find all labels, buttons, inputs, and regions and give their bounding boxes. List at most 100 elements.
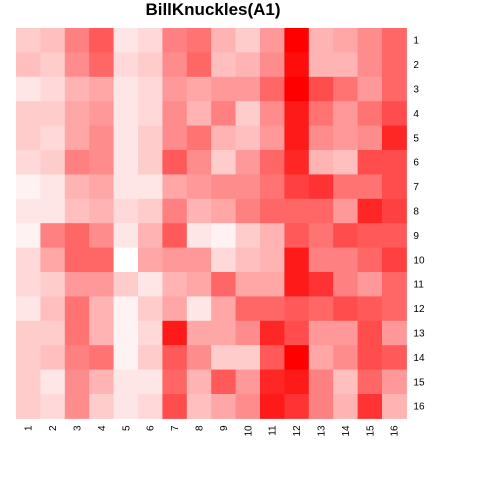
heatmap-cell: [138, 369, 163, 395]
heatmap-cell: [357, 320, 383, 346]
heatmap-cell: [64, 296, 90, 322]
heatmap-cell: [16, 52, 41, 78]
heatmap-cell: [89, 345, 115, 371]
heatmap-cell: [308, 369, 334, 395]
heatmap-cell: [40, 28, 66, 53]
heatmap-cell: [138, 223, 163, 249]
heatmap-cell: [284, 320, 310, 346]
heatmap-cell: [333, 52, 359, 78]
heatmap-cell: [16, 28, 41, 53]
heatmap-cell: [382, 198, 407, 224]
row-tick-label: 4: [413, 109, 419, 120]
heatmap-cell: [382, 320, 407, 346]
heatmap-cell: [89, 247, 115, 273]
column-tick-label: 10: [243, 425, 254, 437]
heatmap-cell: [235, 125, 261, 151]
row-tick-label: 10: [413, 255, 425, 266]
heatmap-cell: [138, 125, 163, 151]
heatmap-cell: [333, 198, 359, 224]
heatmap-cell: [357, 101, 383, 127]
heatmap-cell: [89, 125, 115, 151]
heatmap-cell: [40, 76, 66, 102]
heatmap-cell: [235, 223, 261, 249]
heatmap-cell: [162, 76, 188, 102]
heatmap-cell: [211, 28, 237, 53]
column-tick-label: 14: [341, 425, 352, 437]
heatmap-cell: [333, 345, 359, 371]
heatmap-cell: [186, 76, 212, 102]
heatmap-cell: [16, 394, 41, 419]
column-tick-label: 2: [48, 425, 59, 431]
heatmap-cell: [113, 320, 139, 346]
heatmap-cell: [113, 125, 139, 151]
heatmap-cell: [138, 101, 163, 127]
heatmap-cell: [357, 369, 383, 395]
heatmap-cell: [382, 125, 407, 151]
heatmap-cell: [308, 52, 334, 78]
heatmap-cell: [186, 296, 212, 322]
column-tick-label: 4: [97, 425, 108, 431]
row-tick-label: 15: [413, 377, 425, 388]
heatmap-cell: [89, 369, 115, 395]
heatmap-cell: [89, 101, 115, 127]
heatmap-cell: [40, 296, 66, 322]
heatmap-cell: [138, 52, 163, 78]
heatmap-cell: [64, 247, 90, 273]
heatmap-cell: [260, 76, 285, 102]
heatmap-cell: [333, 223, 359, 249]
heatmap-cell: [308, 320, 334, 346]
heatmap-cell: [113, 76, 139, 102]
heatmap-cell: [357, 198, 383, 224]
heatmap-cell: [186, 394, 212, 419]
heatmap-cell: [235, 296, 261, 322]
heatmap-cell: [64, 150, 90, 175]
heatmap-cell: [333, 247, 359, 273]
heatmap-cell: [162, 150, 188, 175]
heatmap-cell: [260, 198, 285, 224]
heatmap-cell: [235, 174, 261, 200]
heatmap-cell: [113, 28, 139, 53]
heatmap-cell: [64, 320, 90, 346]
heatmap-cell: [308, 76, 334, 102]
heatmap-cell: [162, 101, 188, 127]
heatmap-cell: [211, 345, 237, 371]
heatmap-cell: [64, 198, 90, 224]
heatmap-cell: [235, 198, 261, 224]
column-tick-label: 12: [292, 425, 303, 437]
heatmap-cell: [357, 150, 383, 175]
heatmap-cell: [308, 125, 334, 151]
heatmap-cell: [40, 52, 66, 78]
heatmap-cell: [382, 296, 407, 322]
heatmap-cell: [64, 345, 90, 371]
heatmap-cell: [357, 296, 383, 322]
heatmap-cell: [333, 174, 359, 200]
heatmap-cell: [235, 369, 261, 395]
heatmap-cell: [186, 247, 212, 273]
column-tick-labels: 1 2 3 4 5 6 7 8 9 10 11 12 13 14 15 16: [24, 425, 401, 437]
heatmap-cell: [89, 296, 115, 322]
heatmap-cell: [211, 320, 237, 346]
heatmap-cell: [357, 394, 383, 419]
heatmap-cell: [357, 247, 383, 273]
heatmap-cell: [211, 272, 237, 297]
heatmap-cell: [211, 52, 237, 78]
heatmap-cell: [235, 28, 261, 53]
heatmap-cell: [284, 272, 310, 297]
heatmap-cell: [235, 76, 261, 102]
heatmap-cell: [284, 394, 310, 419]
heatmap-cell: [64, 394, 90, 419]
heatmap-cell: [308, 345, 334, 371]
heatmap-cell: [308, 247, 334, 273]
heatmap-cell: [162, 369, 188, 395]
heatmap-cell: [333, 76, 359, 102]
heatmap-cell: [113, 52, 139, 78]
heatmap-cell: [211, 76, 237, 102]
heatmap-cell: [186, 272, 212, 297]
heatmap-cell: [357, 223, 383, 249]
chart-title: BillKnuckles(A1): [145, 0, 280, 19]
heatmap-cell: [284, 345, 310, 371]
heatmap-cell: [64, 223, 90, 249]
heatmap-cell: [260, 369, 285, 395]
heatmap-cell: [382, 345, 407, 371]
